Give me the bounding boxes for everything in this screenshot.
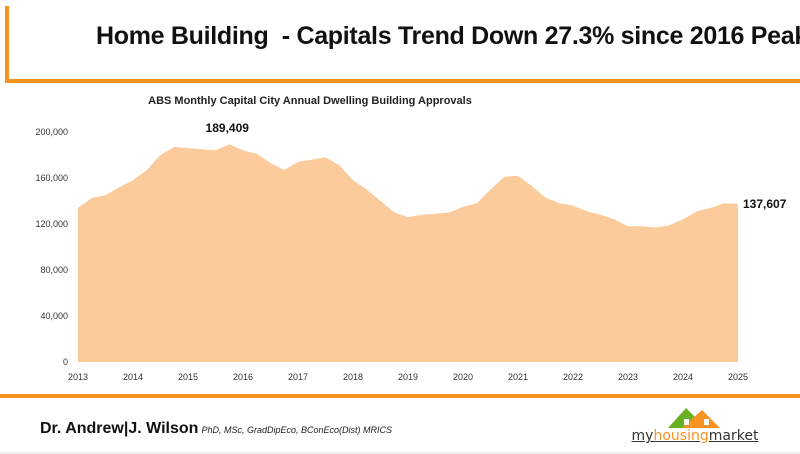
house-icon: [668, 408, 720, 428]
area-chart: ABS Monthly Capital City Annual Dwelling…: [35, 95, 787, 382]
y-axis: 0 40,000 80,000 120,000 160,000 200,000: [35, 127, 68, 367]
y-tick-label: 40,000: [40, 311, 68, 321]
slide-header: Home Building - Capitals Trend Down 27.3…: [0, 0, 800, 82]
y-tick-label: 80,000: [40, 265, 68, 275]
x-tick-label: 2022: [563, 372, 583, 382]
area-series: [78, 144, 738, 362]
x-tick-label: 2017: [288, 372, 308, 382]
logo-text: myhousingmarket: [631, 428, 759, 444]
annotations: 189,409 137,607: [206, 121, 787, 211]
x-tick-label: 2013: [68, 372, 88, 382]
accent-bar-footer: [0, 394, 800, 398]
slide-title: Home Building - Capitals Trend Down 27.3…: [96, 22, 800, 50]
x-tick-label: 2024: [673, 372, 693, 382]
data-label: 189,409: [206, 121, 250, 135]
x-axis: 2013 2014 2015 2016 2017 2018 2019 2020 2021 2022…: [68, 372, 748, 382]
author-name: Dr. Andrew|J. Wilson PhD, MSc, GradDipEco…: [40, 420, 392, 438]
x-tick-label: 2015: [178, 372, 198, 382]
myhousingmarket-logo: myhousingmarket: [620, 402, 770, 448]
accent-bar-header: [5, 79, 800, 83]
data-label: 137,607: [743, 197, 787, 211]
y-tick-label: 120,000: [35, 219, 68, 229]
accent-bar-left: [5, 6, 9, 82]
x-tick-label: 2025: [728, 372, 748, 382]
x-tick-label: 2019: [398, 372, 418, 382]
x-tick-label: 2014: [123, 372, 143, 382]
x-tick-label: 2016: [233, 372, 253, 382]
chart-title: ABS Monthly Capital City Annual Dwelling…: [148, 95, 472, 107]
x-tick-label: 2023: [618, 372, 638, 382]
y-tick-label: 0: [63, 357, 68, 367]
author-credentials: PhD, MSc, GradDipEco, BConEco(Dist) MRIC…: [201, 425, 392, 435]
x-tick-label: 2021: [508, 372, 528, 382]
author-text: Dr. Andrew|J. Wilson: [40, 420, 199, 437]
x-tick-label: 2020: [453, 372, 473, 382]
area-fill: [78, 144, 738, 362]
x-tick-label: 2018: [343, 372, 363, 382]
y-tick-label: 160,000: [35, 173, 68, 183]
slide-footer: [0, 398, 800, 454]
y-tick-label: 200,000: [35, 127, 68, 137]
